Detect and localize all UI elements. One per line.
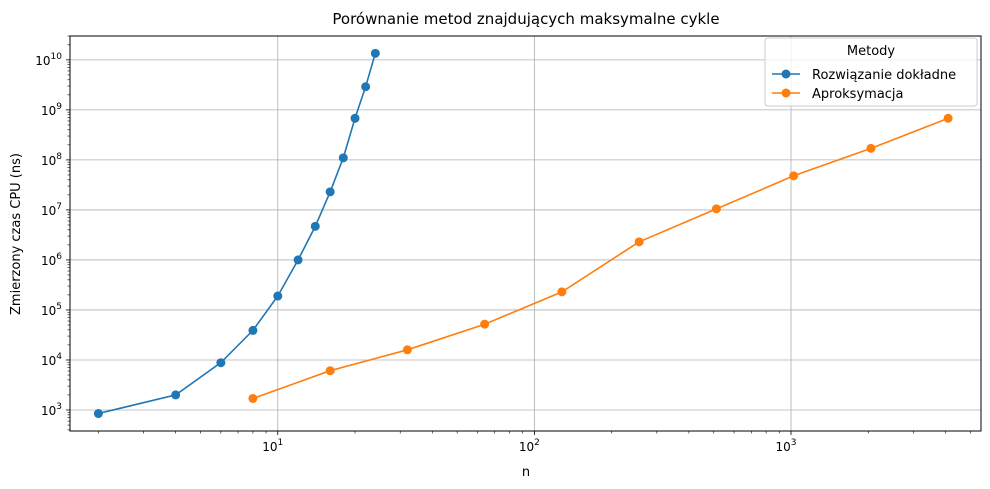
- x-tick-label: 103: [776, 438, 797, 454]
- plot-frame: [69, 35, 982, 432]
- x-axis: 101 102 103: [98, 431, 971, 454]
- x-tick-label: 101: [262, 438, 283, 454]
- y-tick-label: 103: [41, 402, 62, 418]
- data-point: [557, 287, 567, 297]
- y-axis-label: Zmierzony czas CPU (ns): [9, 153, 24, 315]
- data-point: [402, 345, 412, 355]
- x-tick-label: 102: [519, 438, 540, 454]
- data-point: [480, 319, 490, 329]
- legend-marker: [781, 88, 791, 98]
- data-point: [866, 143, 876, 153]
- y-tick-label: 105: [41, 302, 62, 318]
- y-axis: 103 104 105 106 107 108 109 1010: [35, 35, 70, 431]
- data-point: [325, 187, 335, 197]
- data-point: [293, 255, 303, 265]
- data-point: [171, 390, 181, 400]
- data-point: [338, 153, 348, 163]
- data-point: [273, 291, 283, 301]
- plot-area: [93, 48, 953, 419]
- y-tick-label: 108: [41, 152, 62, 168]
- legend: Metody Rozwiązanie dokładne Aproksymacja: [764, 37, 978, 107]
- data-point: [711, 204, 721, 214]
- data-point: [325, 366, 335, 376]
- data-point: [93, 409, 103, 419]
- y-tick-label: 107: [41, 202, 62, 218]
- series-line-0: [98, 53, 377, 415]
- chart-title: Porównanie metod znajdujących maksymalne…: [332, 10, 719, 28]
- legend-title: Metody: [847, 44, 896, 59]
- data-point: [361, 82, 371, 92]
- data-point: [370, 48, 380, 58]
- legend-entry: Aproksymacja: [812, 87, 904, 102]
- x-axis-label: n: [522, 465, 530, 480]
- data-point: [634, 237, 644, 247]
- data-point: [216, 358, 226, 368]
- y-tick-label: 1010: [35, 52, 62, 68]
- y-tick-label: 109: [41, 102, 62, 118]
- data-point: [350, 113, 360, 123]
- data-point: [789, 171, 799, 181]
- series-line-1: [252, 117, 949, 400]
- legend-entry: Rozwiązanie dokładne: [812, 68, 956, 83]
- legend-box: [764, 37, 978, 107]
- legend-marker: [781, 69, 791, 79]
- data-point: [310, 221, 320, 231]
- y-tick-label: 106: [41, 252, 62, 268]
- data-point: [248, 325, 258, 335]
- data-point: [248, 393, 258, 403]
- y-tick-label: 104: [41, 352, 62, 368]
- data-point: [943, 113, 953, 123]
